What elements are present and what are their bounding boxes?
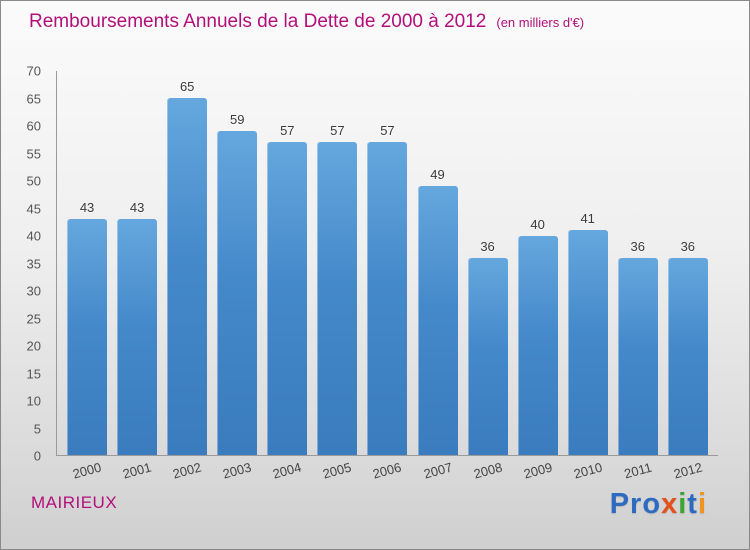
y-tick-label: 50: [26, 173, 41, 189]
bar-group: 49 2007: [417, 71, 458, 481]
bar-value-label: 49: [430, 167, 445, 183]
y-tick-label: 15: [26, 366, 41, 381]
bar-group: 36 2011: [617, 71, 658, 481]
bar-value-label: 57: [330, 123, 345, 139]
x-axis-label: 2010: [571, 459, 604, 482]
bar-group: 36 2008: [467, 71, 508, 481]
x-axis-label: 2000: [71, 459, 103, 482]
bar-2005: [317, 142, 358, 455]
brand-letter: i: [697, 488, 707, 520]
bar-2006: [367, 142, 408, 455]
x-axis-label: 2008: [471, 459, 504, 482]
bar-group: 36 2012: [667, 71, 708, 481]
brand-logo[interactable]: Proxiti: [610, 488, 707, 521]
bar-group: 40 2009: [517, 71, 558, 481]
bar-value-label: 59: [230, 112, 245, 128]
bar-value-label: 43: [129, 200, 145, 216]
bar-group: 43 2001: [117, 71, 158, 481]
x-axis-label: 2011: [622, 459, 654, 482]
y-tick-label: 40: [26, 228, 41, 244]
y-tick-label: 5: [33, 421, 41, 436]
bar-2002: [167, 98, 208, 455]
bar-value-label: 41: [580, 211, 595, 227]
bar-group: 57 2006: [367, 71, 408, 481]
brand-letter: x: [661, 488, 679, 520]
x-axis-label: 2004: [271, 459, 304, 482]
y-tick-label: 0: [33, 448, 41, 464]
bar-2007: [417, 186, 458, 455]
bar-2010: [567, 230, 608, 455]
x-axis-label: 2009: [521, 459, 554, 482]
chart-title: Remboursements Annuels de la Dette de 20…: [29, 11, 487, 32]
bar-2011: [617, 257, 658, 455]
x-axis-label: 2003: [221, 459, 254, 482]
y-tick-label: 30: [26, 283, 41, 299]
bar-group: 41 2010: [567, 71, 608, 481]
brand-letter: i: [678, 488, 688, 520]
bar-2001: [117, 219, 158, 455]
y-tick-label: 55: [26, 146, 41, 161]
bar-group: 57 2005: [317, 71, 358, 481]
bar-2012: [667, 257, 708, 455]
bar-2000: [67, 219, 108, 455]
y-axis: 0 5 10 15 20 25 30 35 40 45 50 55 60 65 70: [1, 64, 51, 464]
chart-header: Remboursements Annuels de la Dette de 20…: [29, 11, 584, 33]
bar-2008: [467, 257, 508, 455]
x-axis-label: 2002: [171, 459, 204, 482]
y-tick-label: 70: [26, 63, 41, 79]
y-tick-label: 45: [26, 201, 41, 216]
y-tick-label: 20: [26, 338, 41, 354]
y-tick-label: 60: [26, 118, 41, 134]
x-axis-label: 2001: [121, 459, 154, 482]
bar-group: 57 2004: [267, 71, 308, 481]
bar-value-label: 43: [79, 200, 95, 216]
bar-value-label: 36: [680, 238, 696, 254]
bar-value-label: 36: [630, 238, 645, 254]
bar-value-label: 65: [179, 79, 195, 95]
bar-group: 59 2003: [217, 71, 258, 481]
x-axis-label: 2005: [321, 459, 354, 482]
bar-2009: [517, 235, 558, 455]
bar-group: 65 2002: [167, 71, 208, 481]
bar-value-label: 40: [530, 216, 545, 232]
bar-2004: [267, 142, 308, 455]
plot-area: 43 2000 43 2001 65 2002 59 2003 57 2004 57 2005 57 20…: [56, 71, 718, 481]
bar-value-label: 57: [380, 123, 395, 139]
org-name: MAIRIEUX: [31, 493, 118, 512]
x-axis-label: 2006: [371, 459, 404, 482]
brand-letter: t: [687, 488, 698, 520]
y-tick-label: 65: [26, 91, 41, 106]
y-tick-label: 10: [26, 393, 41, 409]
bar-value-label: 36: [480, 238, 495, 254]
x-axis-label: 2007: [421, 459, 454, 482]
bar-2003: [217, 131, 258, 455]
bar-group: 43 2000: [67, 71, 108, 481]
bar-value-label: 57: [280, 123, 295, 139]
y-tick-label: 25: [26, 311, 41, 326]
brand-letter: P: [609, 488, 631, 520]
y-tick-label: 35: [26, 256, 41, 271]
x-axis-label: 2012: [671, 459, 704, 482]
chart-subtitle: (en milliers d'€): [496, 15, 585, 30]
brand-letter: o: [642, 488, 662, 520]
bars: 43 2000 43 2001 65 2002 59 2003 57 2004 57 2005 57 20…: [57, 71, 718, 481]
brand-letter: r: [630, 488, 643, 520]
